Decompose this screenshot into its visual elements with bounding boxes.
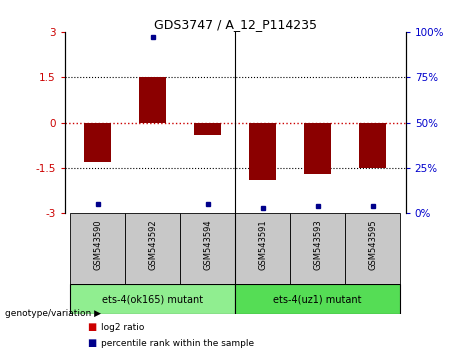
Text: genotype/variation ▶: genotype/variation ▶ <box>5 309 100 318</box>
Bar <box>304 122 331 174</box>
Bar <box>70 213 125 284</box>
Text: GSM543592: GSM543592 <box>148 220 157 270</box>
Text: ■: ■ <box>88 322 97 332</box>
Bar <box>84 122 111 162</box>
Bar <box>359 122 386 168</box>
Bar <box>125 213 180 284</box>
Bar <box>139 77 166 122</box>
Title: GDS3747 / A_12_P114235: GDS3747 / A_12_P114235 <box>154 18 317 31</box>
Text: ■: ■ <box>88 338 97 348</box>
Text: GSM543594: GSM543594 <box>203 220 212 270</box>
Text: GSM543593: GSM543593 <box>313 220 322 270</box>
Bar <box>235 284 400 314</box>
Text: percentile rank within the sample: percentile rank within the sample <box>101 339 254 348</box>
Text: ets-4(uz1) mutant: ets-4(uz1) mutant <box>273 294 362 304</box>
Text: ets-4(ok165) mutant: ets-4(ok165) mutant <box>102 294 203 304</box>
Bar <box>70 284 235 314</box>
Bar <box>194 122 221 135</box>
Bar <box>290 213 345 284</box>
Text: GSM543590: GSM543590 <box>93 220 102 270</box>
Bar <box>249 122 277 180</box>
Bar <box>345 213 400 284</box>
Bar <box>235 213 290 284</box>
Text: log2 ratio: log2 ratio <box>101 323 145 332</box>
Bar <box>180 213 235 284</box>
Text: GSM543591: GSM543591 <box>258 220 267 270</box>
Text: GSM543595: GSM543595 <box>368 220 377 270</box>
